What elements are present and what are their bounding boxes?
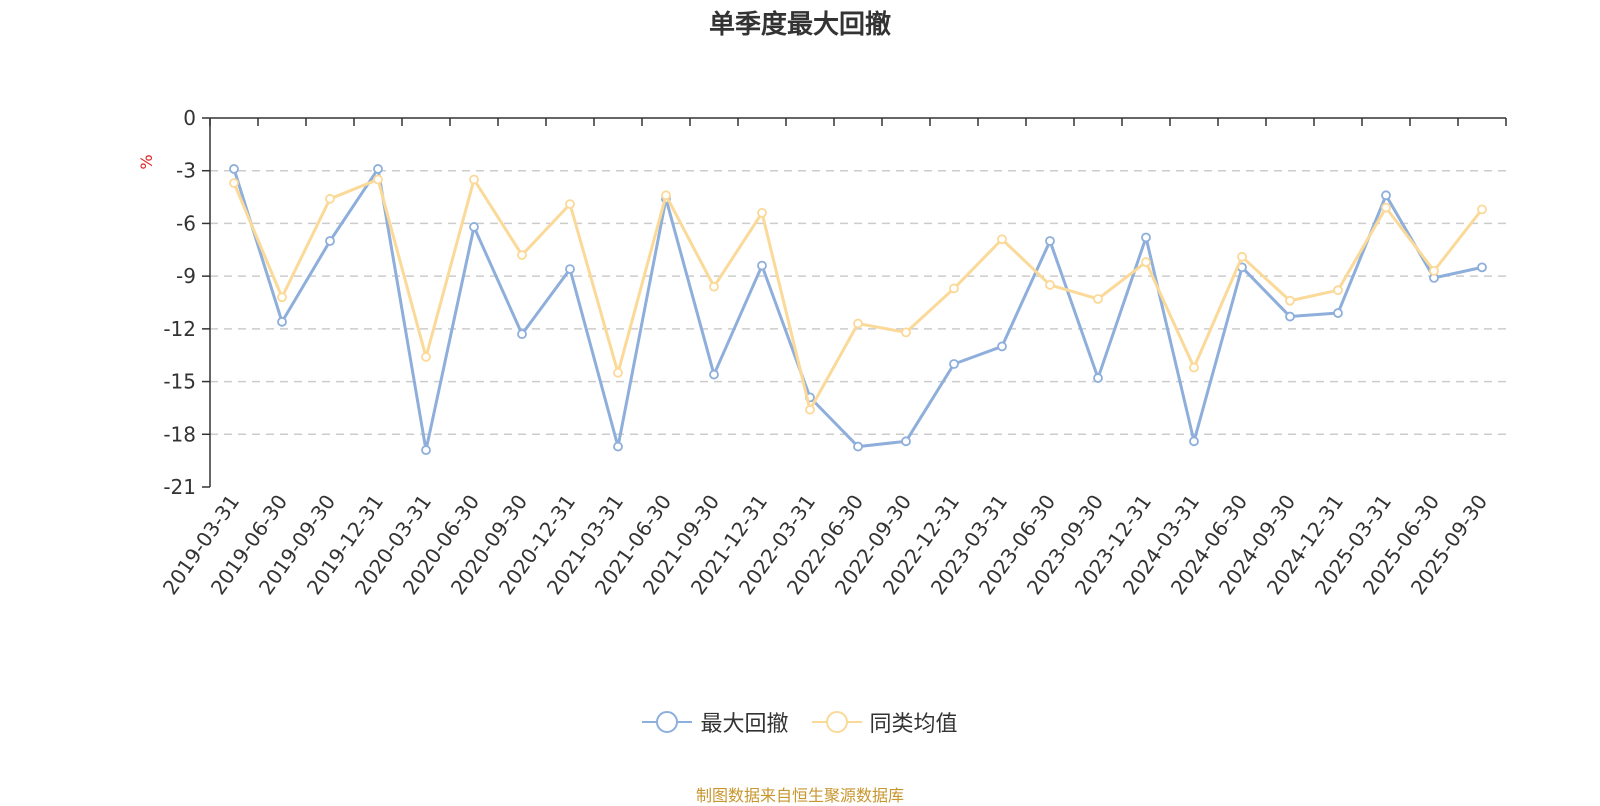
data-point[interactable] [757,207,767,218]
data-point[interactable] [373,164,383,174]
data-point[interactable] [709,281,719,292]
data-point[interactable] [1477,262,1487,273]
data-point[interactable] [613,441,623,452]
data-point[interactable] [1189,436,1199,447]
data-point[interactable] [1381,202,1391,213]
data-point[interactable] [613,367,623,378]
y-tick-label: -12 [163,317,196,341]
data-point[interactable] [325,193,335,204]
data-point[interactable] [373,174,383,185]
data-point[interactable] [1429,265,1439,276]
data-point[interactable] [1141,232,1151,243]
source-note: 制图数据来自恒生聚源数据库 [695,786,904,805]
data-point[interactable] [661,190,671,201]
data-point[interactable] [901,327,911,338]
data-point[interactable] [517,250,527,260]
data-point[interactable] [853,318,863,329]
legend-marker-peer-average-icon [811,711,862,733]
data-point[interactable] [805,404,815,415]
series-line [232,167,1483,452]
data-point[interactable] [949,283,959,294]
axes: 0-3-6-9-12-15-18-212019-03-312019-06-302… [158,106,1507,599]
data-point[interactable] [1141,257,1151,267]
y-tick-label: -6 [176,211,196,235]
legend-item-drawdown[interactable]: 最大回撤 [642,706,789,738]
data-point[interactable] [277,292,287,303]
data-point[interactable] [757,260,767,271]
data-point[interactable] [1477,204,1487,215]
data-point[interactable] [517,329,527,340]
y-tick-label: 0 [183,106,196,130]
data-point[interactable] [997,234,1007,245]
data-point[interactable] [1333,308,1343,318]
data-point[interactable] [1333,285,1343,296]
data-point[interactable] [469,174,479,185]
legend-label-drawdown: 最大回撤 [700,712,789,737]
data-point[interactable] [277,316,287,327]
chart-title: 单季度最大回撤 [708,10,891,40]
series-1 [229,174,1487,415]
data-point[interactable] [421,445,431,456]
data-point[interactable] [997,341,1007,352]
data-point[interactable] [1237,251,1247,262]
series [229,164,1487,456]
data-point[interactable] [229,178,239,188]
data-point[interactable] [1189,362,1199,373]
y-axis-unit: % [137,154,156,169]
data-point[interactable] [1285,311,1295,322]
series-0 [229,164,1487,456]
legend-item-peer-average[interactable]: 同类均值 [811,706,958,738]
data-point[interactable] [949,359,959,369]
data-point[interactable] [1285,295,1295,306]
data-point[interactable] [853,441,863,452]
data-point[interactable] [565,199,575,210]
data-point[interactable] [1093,373,1103,383]
legend-marker-drawdown-icon [642,711,693,733]
data-point[interactable] [1045,236,1055,246]
data-point[interactable] [1381,190,1391,201]
y-tick-label: -21 [163,475,196,499]
data-point[interactable] [1045,280,1055,290]
legend-label-peer-average: 同类均值 [869,712,958,737]
data-point[interactable] [1093,294,1103,304]
data-point[interactable] [901,436,911,447]
data-point[interactable] [709,369,719,380]
y-tick-label: -3 [176,159,196,183]
y-tick-label: -15 [163,370,196,394]
data-point[interactable] [421,352,431,362]
data-point[interactable] [325,236,335,246]
data-point[interactable] [469,222,479,232]
data-point[interactable] [565,264,575,275]
legend: 最大回撤 同类均值 [0,706,1600,740]
gridlines [210,169,1506,436]
series-line [232,178,1484,412]
y-tick-label: -9 [176,264,196,288]
y-tick-label: -18 [163,422,196,446]
data-point[interactable] [229,164,239,174]
